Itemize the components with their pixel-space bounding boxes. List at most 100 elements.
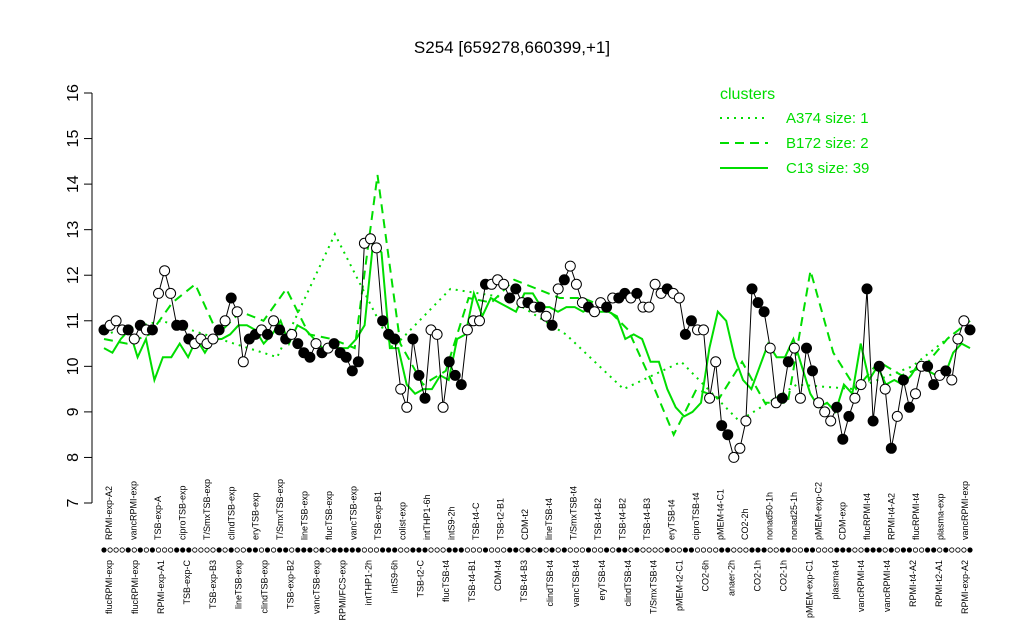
y-tick-label: 10	[65, 357, 82, 375]
data-point	[292, 338, 304, 350]
rug-mark	[198, 547, 204, 553]
x-tick-label: flucRPMI-exp	[130, 560, 140, 614]
rug-mark	[628, 547, 634, 553]
rug-mark	[319, 547, 325, 553]
data-point	[734, 442, 746, 454]
rug-mark	[719, 547, 725, 553]
x-tick-label: CDM-exp	[838, 502, 848, 540]
x-tick-label: T/SmxTSB-t4	[649, 560, 659, 614]
data-point	[570, 278, 582, 290]
rug-mark	[107, 547, 113, 553]
x-tick-label: TSB-t4-B3	[642, 498, 652, 540]
rug-mark	[731, 547, 737, 553]
data-point	[794, 392, 806, 404]
data-point	[910, 388, 921, 400]
x-tick-label: TSB-t4-B2	[618, 498, 628, 540]
rug-mark	[131, 547, 137, 553]
rug-mark	[573, 547, 580, 553]
data-point	[819, 406, 831, 418]
rug-mark	[894, 547, 900, 553]
data-point	[940, 365, 952, 377]
rug-mark	[876, 547, 882, 553]
data-point	[401, 401, 413, 413]
data-point	[837, 433, 849, 445]
y-tick-label: 8	[65, 453, 82, 462]
data-point	[389, 333, 401, 345]
data-point	[903, 401, 915, 413]
x-tick-label: CO2-1h	[778, 560, 788, 592]
data-point	[698, 324, 709, 336]
rug-mark	[301, 547, 307, 553]
data-point	[110, 315, 122, 327]
data-point	[861, 283, 873, 295]
rug-mark	[234, 547, 240, 553]
data-point	[964, 324, 976, 336]
x-tick-label: eryTSB-t4	[667, 499, 677, 540]
x-tick-label: colist-exp	[398, 502, 408, 540]
rug-mark	[537, 547, 543, 553]
rug-mark	[640, 547, 646, 553]
x-tick-label: CO2-2h	[740, 508, 750, 540]
data-point	[122, 324, 134, 336]
rug-mark	[761, 547, 767, 553]
rug-mark	[610, 547, 616, 553]
x-tick-label: TSB-t2-B1	[495, 498, 505, 540]
data-point	[262, 328, 273, 340]
rug-mark	[749, 547, 755, 553]
data-point	[631, 287, 643, 299]
data-point	[788, 342, 800, 354]
x-tick-label: clindTSB-exp	[226, 486, 236, 540]
rug-mark	[785, 547, 791, 553]
x-tick-label: plasma-t4	[830, 560, 840, 600]
rug-mark	[155, 547, 162, 553]
data-point	[510, 283, 522, 295]
rug-mark	[834, 547, 840, 553]
y-tick-label: 12	[65, 266, 82, 284]
data-point	[740, 415, 752, 427]
rug-mark	[840, 547, 846, 553]
x-tick-label: vancTSB-t4	[571, 560, 581, 607]
rug-mark	[924, 547, 931, 553]
x-tick-label: flucRPMI-t4	[862, 493, 872, 540]
x-tick-label: TSB-exp-B1	[373, 491, 383, 540]
x-tick-label: CDM-t2	[520, 509, 530, 540]
x-tick-label: TSB-t2-C	[415, 560, 425, 598]
rug-mark	[410, 547, 416, 553]
data-point	[958, 315, 970, 327]
rug-mark	[815, 547, 822, 553]
data-point	[419, 392, 431, 404]
y-tick-label: 13	[65, 221, 82, 239]
rug-mark	[331, 547, 337, 553]
rug-mark	[283, 547, 289, 553]
legend: clusters A374 size: 1 B172 size: 2 C13 siz…	[720, 86, 869, 177]
rug-mark	[579, 547, 586, 553]
data-point	[952, 333, 964, 345]
rug-mark	[488, 547, 495, 553]
x-tick-label: RPMI/FCS-exp	[338, 560, 348, 621]
data-point	[540, 310, 552, 322]
data-point	[159, 265, 171, 277]
rug-mark	[458, 547, 464, 553]
data-point	[564, 260, 576, 272]
data-point	[685, 315, 697, 327]
rug-mark	[676, 547, 682, 553]
data-point	[885, 442, 897, 454]
rug-mark	[204, 547, 210, 553]
data-series	[98, 233, 976, 463]
rug-mark	[706, 547, 713, 553]
data-point	[340, 351, 352, 363]
rug-mark	[567, 547, 573, 553]
rug-mark	[864, 547, 870, 553]
x-tick-label: CO2-1h	[753, 560, 763, 592]
x-tick-label: TSB-t4-B1	[467, 560, 477, 602]
x-tick-label: vancRPMI-exp	[129, 481, 139, 540]
x-rug	[101, 547, 973, 553]
rug-mark	[597, 547, 604, 553]
x-tick-label: TSB-t4-C	[471, 502, 481, 540]
x-tick-label: flucRPMI-exp	[104, 560, 114, 614]
data-point	[546, 319, 558, 331]
rug-mark	[507, 547, 513, 553]
data-point	[461, 324, 473, 336]
rug-mark	[900, 547, 907, 553]
legend-label: C13 size: 39	[786, 160, 869, 177]
